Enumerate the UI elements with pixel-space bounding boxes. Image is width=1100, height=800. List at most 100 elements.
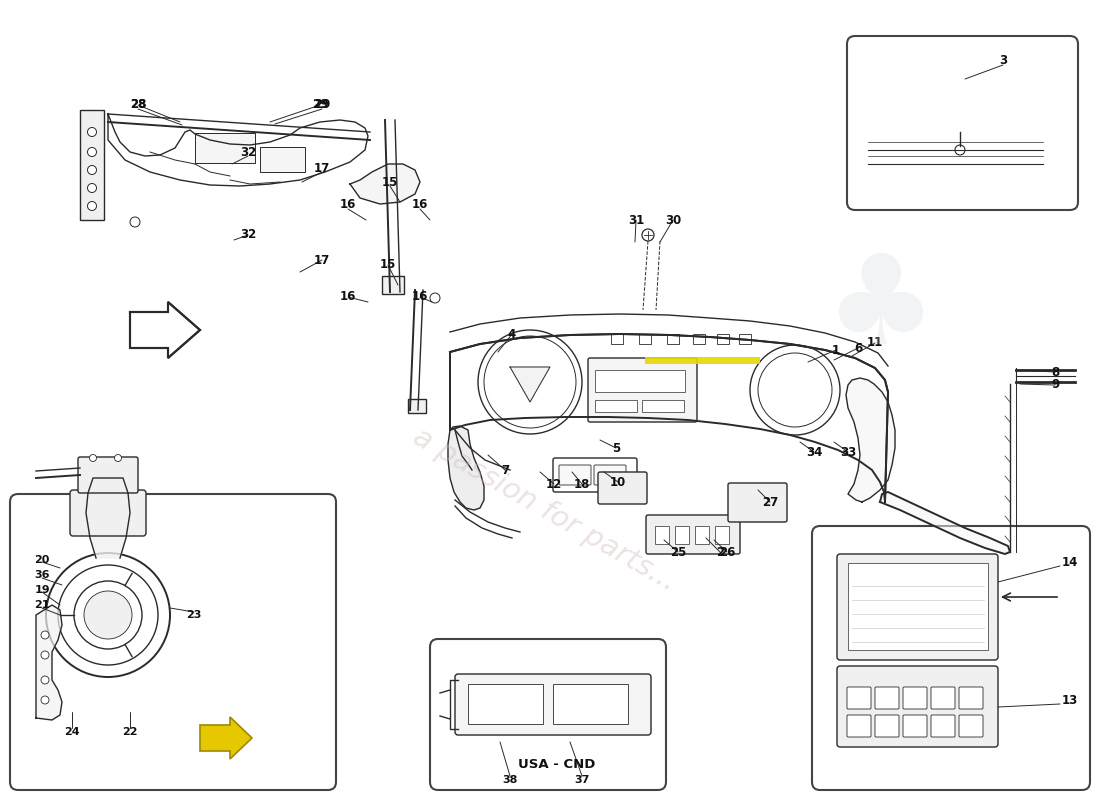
Text: 26: 26 (718, 546, 735, 558)
Text: 1: 1 (832, 343, 840, 357)
FancyBboxPatch shape (260, 147, 305, 172)
Text: 37: 37 (574, 775, 590, 785)
Polygon shape (130, 302, 200, 358)
Text: 16: 16 (340, 290, 356, 303)
Text: 28: 28 (130, 98, 146, 111)
Bar (654, 526, 669, 544)
Text: 16: 16 (340, 198, 356, 211)
Polygon shape (510, 367, 550, 402)
Circle shape (84, 591, 132, 639)
FancyBboxPatch shape (847, 715, 871, 737)
FancyBboxPatch shape (728, 483, 786, 522)
Text: 24: 24 (64, 727, 80, 737)
Polygon shape (448, 426, 484, 510)
Text: 12: 12 (546, 478, 562, 490)
Circle shape (41, 651, 50, 659)
Bar (408, 399, 426, 413)
Polygon shape (86, 478, 130, 558)
Bar (595, 400, 637, 412)
Text: 31: 31 (628, 214, 645, 226)
FancyBboxPatch shape (847, 687, 871, 709)
Text: 20: 20 (34, 555, 50, 565)
Bar (848, 563, 988, 650)
FancyBboxPatch shape (594, 465, 626, 485)
Circle shape (114, 454, 121, 462)
Bar (639, 334, 651, 344)
Text: 34: 34 (806, 446, 822, 458)
FancyBboxPatch shape (847, 36, 1078, 210)
Polygon shape (200, 717, 252, 759)
Text: 18: 18 (574, 478, 591, 490)
FancyBboxPatch shape (646, 515, 740, 554)
FancyBboxPatch shape (553, 458, 637, 492)
Circle shape (41, 676, 50, 684)
Text: USA - CND: USA - CND (518, 758, 596, 771)
Text: ♣: ♣ (824, 250, 936, 370)
Text: 5: 5 (612, 442, 620, 454)
Text: 17: 17 (314, 162, 330, 174)
Bar (715, 526, 729, 544)
Circle shape (41, 696, 50, 704)
Text: 7: 7 (500, 463, 509, 477)
Text: 32: 32 (240, 146, 256, 158)
FancyBboxPatch shape (931, 687, 955, 709)
Text: 30: 30 (664, 214, 681, 226)
Bar (382, 276, 404, 294)
Circle shape (89, 454, 97, 462)
Circle shape (750, 345, 840, 435)
Text: 25: 25 (670, 546, 686, 558)
Bar (80, 110, 104, 220)
FancyBboxPatch shape (903, 687, 927, 709)
Text: 36: 36 (34, 570, 50, 580)
Bar (553, 684, 628, 724)
Circle shape (41, 631, 50, 639)
Circle shape (88, 127, 97, 137)
FancyBboxPatch shape (874, 687, 899, 709)
Text: 2: 2 (716, 546, 724, 558)
FancyBboxPatch shape (559, 465, 591, 485)
Circle shape (88, 166, 97, 174)
Text: 21: 21 (34, 600, 50, 610)
Text: 9: 9 (1050, 378, 1059, 391)
Bar (642, 400, 684, 412)
Bar (739, 334, 751, 344)
Circle shape (478, 330, 582, 434)
Text: 14: 14 (1062, 555, 1078, 569)
Circle shape (88, 183, 97, 193)
Text: 8: 8 (1050, 366, 1059, 378)
Polygon shape (350, 164, 420, 204)
FancyBboxPatch shape (430, 639, 666, 790)
Text: 28: 28 (130, 98, 146, 111)
FancyBboxPatch shape (78, 457, 138, 493)
Bar (675, 526, 689, 544)
Text: 23: 23 (186, 610, 201, 620)
FancyBboxPatch shape (903, 715, 927, 737)
Text: 17: 17 (314, 254, 330, 266)
Bar (645, 357, 760, 364)
Text: 15: 15 (382, 175, 398, 189)
FancyBboxPatch shape (195, 133, 255, 163)
Text: 27: 27 (762, 495, 778, 509)
FancyBboxPatch shape (70, 490, 146, 536)
Polygon shape (846, 378, 895, 502)
FancyBboxPatch shape (455, 674, 651, 735)
Circle shape (130, 217, 140, 227)
FancyBboxPatch shape (959, 715, 983, 737)
Circle shape (88, 202, 97, 210)
Circle shape (642, 229, 654, 241)
Bar (667, 334, 679, 344)
Bar (595, 370, 685, 392)
Polygon shape (36, 605, 62, 720)
Bar (468, 684, 543, 724)
Bar (717, 334, 729, 344)
Circle shape (88, 147, 97, 157)
FancyBboxPatch shape (588, 358, 697, 422)
Text: 3: 3 (999, 54, 1008, 67)
FancyBboxPatch shape (598, 472, 647, 504)
FancyBboxPatch shape (874, 715, 899, 737)
Text: 13: 13 (1062, 694, 1078, 706)
Text: a passion for parts...: a passion for parts... (408, 423, 682, 597)
Text: 16: 16 (411, 290, 428, 303)
Polygon shape (880, 492, 1010, 554)
Text: 38: 38 (503, 775, 518, 785)
